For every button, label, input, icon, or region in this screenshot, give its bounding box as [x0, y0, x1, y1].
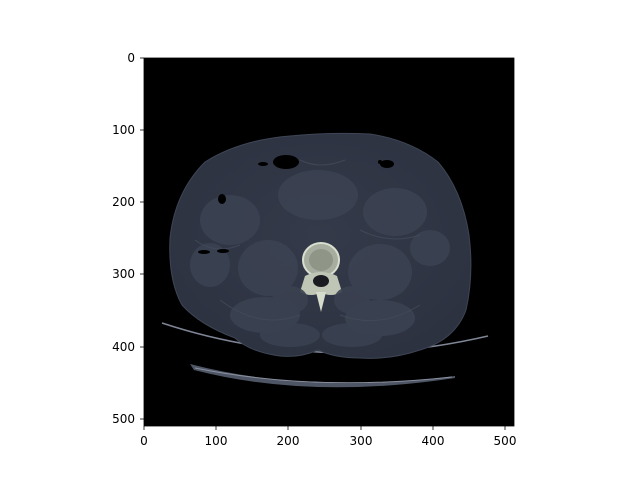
axes-frame	[143, 57, 515, 427]
x-axis: 0 100 200 300 400 500	[140, 426, 516, 448]
y-tick-label: 100	[112, 123, 135, 137]
organ-edges	[194, 159, 421, 322]
x-tick-label: 500	[494, 434, 517, 448]
y-tick-label: 400	[112, 340, 135, 354]
y-tick-label: 200	[112, 195, 135, 209]
scanner-table-base	[194, 367, 453, 384]
x-tick-label: 200	[277, 434, 300, 448]
scanner-table-lower	[190, 364, 455, 388]
ct-scan-image	[144, 58, 514, 426]
x-tick-label: 300	[350, 434, 373, 448]
x-tick-label: 400	[422, 434, 445, 448]
bowel-gas	[198, 155, 394, 254]
y-tick-label: 300	[112, 267, 135, 281]
y-tick-label: 500	[112, 412, 135, 426]
x-tick-label: 0	[140, 434, 148, 448]
y-tick-label: 0	[127, 51, 135, 65]
vertebra	[300, 242, 342, 312]
x-tick-label: 100	[205, 434, 228, 448]
y-axis: 0 100 200 300 400 500	[112, 51, 144, 426]
back-muscles	[260, 286, 382, 347]
